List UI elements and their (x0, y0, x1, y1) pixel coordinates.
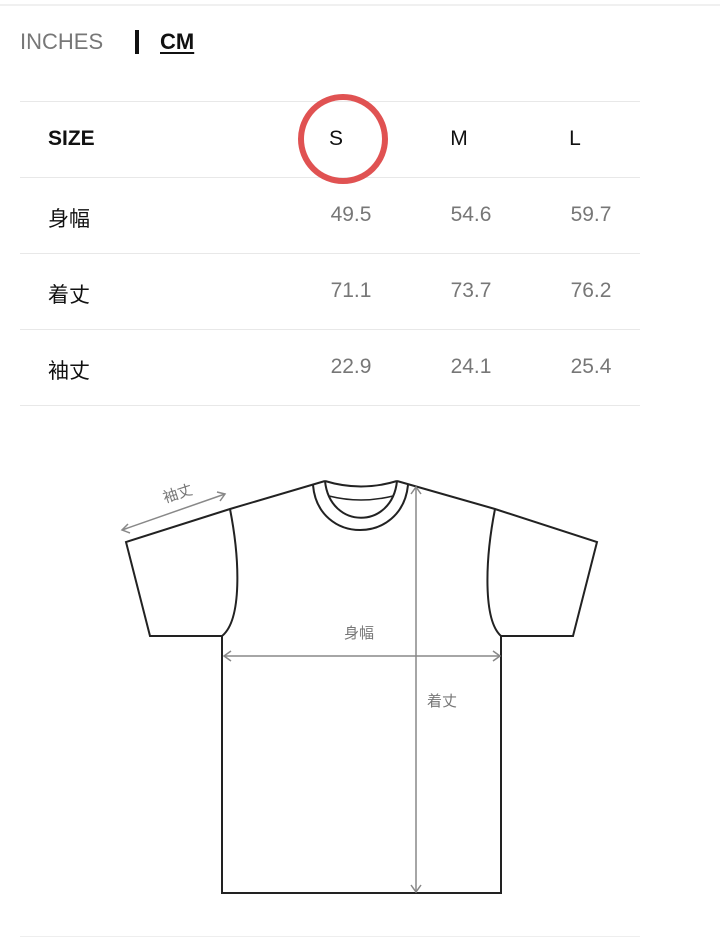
table-cell: 25.4 (570, 355, 612, 378)
unit-separator (135, 30, 139, 54)
tshirt-outline (124, 480, 599, 894)
table-cell: 59.7 (570, 203, 612, 226)
header-l: L (569, 127, 581, 150)
header-m: M (450, 127, 468, 150)
row-label: 着丈 (48, 284, 90, 307)
table-cell: 71.1 (330, 279, 372, 302)
table-cell: 49.5 (330, 203, 372, 226)
unit-inches-toggle[interactable]: INCHES (20, 29, 104, 54)
unit-cm-toggle[interactable]: CM (160, 29, 195, 54)
table-cell: 22.9 (330, 355, 372, 378)
table-cell: 76.2 (570, 279, 612, 302)
divider (20, 936, 640, 937)
row-label: 身幅 (48, 208, 90, 231)
header-size: SIZE (48, 127, 95, 150)
measure-arrows (120, 485, 502, 894)
header-s: S (328, 127, 344, 150)
table-cell: 24.1 (450, 355, 492, 378)
width-label: 身幅 (344, 625, 374, 642)
table-cell: 73.7 (450, 279, 492, 302)
sleeve-label: 袖丈 (161, 481, 195, 506)
divider (20, 253, 640, 254)
length-label: 着丈 (427, 693, 457, 710)
divider (20, 329, 640, 330)
highlight-circle (298, 94, 388, 184)
divider (0, 4, 720, 6)
divider (20, 405, 640, 406)
table-cell: 54.6 (450, 203, 492, 226)
row-label: 袖丈 (48, 360, 90, 383)
